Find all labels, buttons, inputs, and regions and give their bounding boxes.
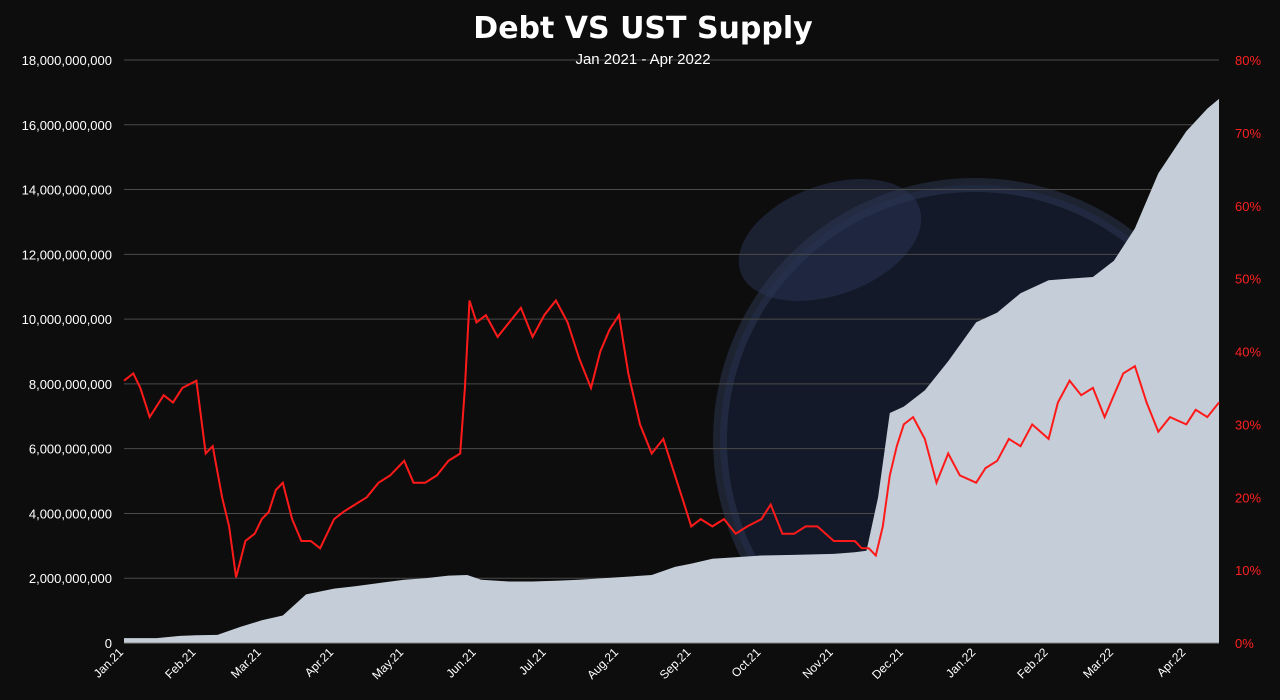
chart-subtitle: Jan 2021 - Apr 2022 <box>575 51 710 68</box>
x-tick-label: Apr.22 <box>1154 645 1189 680</box>
y2-tick-label: 10% <box>1235 563 1261 578</box>
y2-tick-label: 80% <box>1235 53 1261 68</box>
y2-tick-label: 70% <box>1235 126 1261 141</box>
x-tick-label: Feb.21 <box>162 645 199 682</box>
y-tick-label: 8,000,000,000 <box>29 377 112 392</box>
ust-supply-area <box>124 98 1219 643</box>
x-tick-label: Oct.21 <box>729 645 764 680</box>
x-axis: Jan.21 Feb.21 Mar.21 Apr.21 May.21 Jun.21 Jul.… <box>91 642 1219 682</box>
y-tick-label: 4,000,000,000 <box>29 506 112 521</box>
y-tick-label: 12,000,000,000 <box>22 247 112 262</box>
y2-tick-label: 40% <box>1235 345 1261 360</box>
y-tick-label: 0 <box>105 636 112 651</box>
x-tick-label: Aug.21 <box>584 645 621 682</box>
y2-tick-label: 0% <box>1235 636 1254 651</box>
y-tick-label: 10,000,000,000 <box>22 312 112 327</box>
y2-tick-label: 50% <box>1235 272 1261 287</box>
x-tick-label: Nov.21 <box>800 645 836 681</box>
x-tick-label: May.21 <box>369 645 406 682</box>
x-tick-label: Jun.21 <box>443 645 479 681</box>
x-tick-label: Apr.21 <box>302 645 337 680</box>
x-tick-label: Jul.21 <box>516 645 549 678</box>
y-axis-right: 0% 10% 20% 30% 40% 50% 60% 70% 80% <box>1235 53 1261 651</box>
y2-tick-label: 20% <box>1235 490 1261 505</box>
chart-title: Debt VS UST Supply <box>473 11 813 46</box>
x-tick-label: Dec.21 <box>869 645 906 682</box>
x-tick-label: Jan.22 <box>943 645 979 681</box>
y-tick-label: 6,000,000,000 <box>29 442 112 457</box>
x-tick-label: Feb.22 <box>1014 645 1051 682</box>
y-tick-label: 16,000,000,000 <box>22 118 112 133</box>
y-axis-left: 0 2,000,000,000 4,000,000,000 6,000,000,000… <box>22 53 112 651</box>
x-tick-label: Mar.21 <box>228 645 264 681</box>
debt-ratio-line <box>123 298 1220 578</box>
y-tick-label: 18,000,000,000 <box>22 53 112 68</box>
y2-tick-label: 60% <box>1235 199 1261 214</box>
y-tick-label: 14,000,000,000 <box>22 183 112 198</box>
y2-tick-label: 30% <box>1235 417 1261 432</box>
x-tick-label: Mar.22 <box>1080 645 1116 681</box>
y-tick-label: 2,000,000,000 <box>29 571 112 586</box>
x-tick-label: Sep.21 <box>657 645 694 682</box>
